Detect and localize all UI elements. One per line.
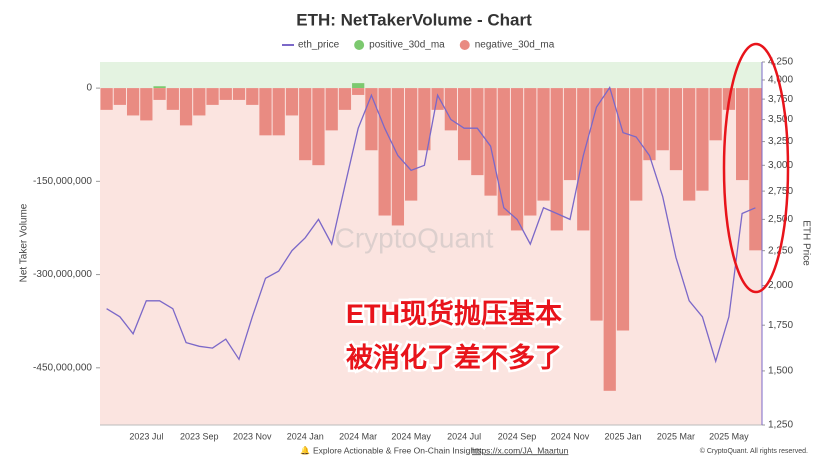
source-link[interactable]: https://x.com/JA_Maartun [472,445,569,455]
bar [590,88,603,321]
bar [444,88,457,131]
x-tick-label: 2025 Mar [657,431,695,441]
x-tick-label: 2025 May [709,431,749,441]
bar [683,88,696,201]
bar [537,88,550,201]
x-tick-label: 2024 Sep [498,431,537,441]
bar [206,88,219,105]
bar [113,88,126,105]
bar [616,88,630,331]
bar [140,88,153,121]
annotation: 被消化了差不多了 [346,342,562,373]
bar [709,88,722,141]
bar [643,88,656,161]
annotation: ETH现货抛压基本 [346,298,562,329]
x-tick-label: 2023 Nov [233,431,272,441]
bar [418,88,431,151]
bar [246,88,259,105]
x-tick-label: 2025 Jan [604,431,641,441]
bar [193,88,206,116]
bar [431,88,444,110]
bar [219,88,232,100]
bar [736,88,749,181]
y2-tick-label: 4,250 [768,57,793,68]
x-tick-label: 2023 Jul [129,431,163,441]
bar [100,88,113,110]
y2-axis-label: ETH Price [800,220,811,266]
y2-tick-label: 1,500 [768,366,793,377]
x-tick-label: 2024 Jan [287,431,324,441]
bar [471,88,484,176]
y-tick-label: -150,000,000 [33,176,92,187]
bar [749,88,762,251]
x-tick-label: 2023 Sep [180,431,219,441]
bar [696,88,709,191]
bar [378,88,391,216]
y2-tick-label: 2,000 [768,280,793,291]
bar [153,86,166,89]
bar [563,88,577,181]
positive-zone [100,62,762,88]
y2-tick-label: 2,500 [768,214,793,225]
legend-label[interactable]: negative_30d_ma [475,40,555,51]
y2-tick-label: 1,750 [768,320,793,331]
bar [259,88,272,136]
legend-label[interactable]: eth_price [298,40,340,51]
x-tick-label: 2024 Nov [551,431,590,441]
bar [524,88,537,216]
bar [365,88,378,151]
bell-icon: 🔔 [300,446,310,455]
y2-tick-label: 3,000 [768,160,793,171]
y2-tick-label: 3,500 [768,114,793,125]
bar [497,88,510,216]
bar [669,88,683,171]
bar [603,88,616,391]
bar [484,88,497,196]
legend-swatch [459,40,470,50]
bar [299,88,312,161]
bar [166,88,179,110]
y-tick-label: -450,000,000 [33,362,92,373]
x-tick-label: 2024 May [391,431,431,441]
y2-tick-label: 4,000 [768,75,793,86]
y2-tick-label: 2,750 [768,186,793,197]
bar [232,88,246,100]
highlight-ellipse [722,42,790,294]
bar [285,88,299,116]
bar [510,88,524,231]
bar [272,88,285,136]
bar [391,88,405,226]
y2-tick-label: 1,250 [768,420,793,431]
chart-title: ETH: NetTakerVolume - Chart [296,10,532,29]
y-tick-label: 0 [86,83,92,94]
bar [352,88,365,95]
watermark: CryptoQuant [335,222,494,253]
bar [352,83,365,89]
y-tick-label: -300,000,000 [33,269,92,280]
copyright: © CryptoQuant. All rights reserved. [700,447,808,455]
y2-tick-label: 3,250 [768,136,793,147]
bar [656,88,669,151]
bar [179,88,193,126]
legend-label[interactable]: positive_30d_ma [369,40,445,51]
bar [153,88,166,100]
bar [630,88,643,201]
bar [577,88,590,231]
price-line [106,85,756,364]
legend-swatch [354,40,365,50]
bar [405,88,418,201]
x-tick-label: 2024 Mar [339,431,377,441]
source: Explore Actionable & Free On-Chain Insig… [313,445,484,455]
bar [312,88,325,166]
bar [338,88,352,110]
bar [550,88,563,231]
bar [325,88,338,131]
bar [457,88,471,161]
y-axis-label: Net Taker Volume [19,203,30,282]
x-tick-label: 2024 Jul [447,431,481,441]
y2-tick-label: 3,750 [768,94,793,105]
bar [126,88,140,116]
